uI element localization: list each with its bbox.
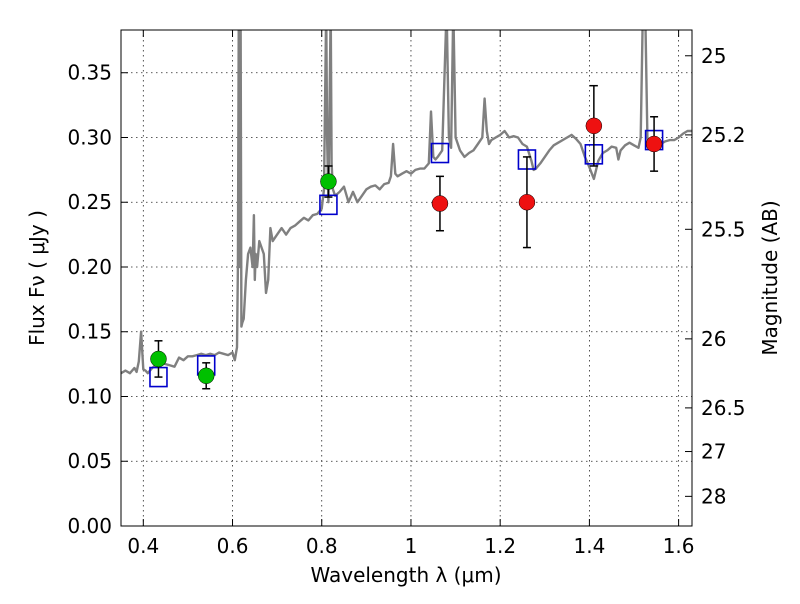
grid-layer	[121, 30, 692, 527]
x-tick-label: 0.6	[217, 534, 249, 558]
observed-point	[431, 195, 449, 212]
spectrum-line	[121, 30, 692, 375]
y-tick-label: 0.25	[67, 190, 112, 214]
y-axis-label: Flux Fν ( μJy )	[25, 210, 49, 346]
y-tick-label: 0.20	[67, 255, 112, 279]
y2-tick-label: 25.2	[701, 123, 746, 147]
plot-frame	[120, 29, 693, 527]
observed-point	[320, 173, 337, 190]
x-tick-label: 1.6	[663, 534, 695, 558]
x-axis-label: Wavelength λ (μm)	[310, 563, 501, 587]
plot-area	[121, 30, 692, 390]
y2-tick-label: 25.5	[701, 217, 746, 241]
model-photometry-square	[430, 142, 450, 164]
y-tick-label: 0.05	[67, 449, 112, 473]
y2-axis-label: Magnitude (AB)	[758, 200, 782, 355]
y-tick-label: 0.35	[67, 61, 112, 85]
observed-point	[150, 350, 167, 368]
y2-tick-label: 28	[701, 484, 726, 508]
x-tick-label: 1	[405, 534, 418, 558]
y-tick-label: 0.30	[67, 125, 112, 149]
x-tick-label: 1.2	[484, 534, 516, 558]
y2-tick-label: 26	[701, 327, 726, 351]
x-tick-label: 0.8	[306, 534, 338, 558]
observed-point	[518, 193, 536, 211]
y-tick-label: 0.00	[67, 514, 112, 538]
y2-tick-label: 25	[701, 44, 726, 68]
observed-point	[585, 117, 603, 135]
y2-tick-label: 26.5	[701, 396, 746, 420]
x-tick-label: 0.4	[127, 534, 159, 558]
x-tick-label: 1.4	[573, 534, 605, 558]
y-tick-label: 0.10	[67, 384, 112, 408]
observed-point	[645, 135, 663, 153]
observed-point	[197, 367, 215, 385]
series-layer	[121, 30, 692, 390]
tick-layer: 0.4 0.6 0.8 1 1.2 1.4 1.6 0.00 0.05 0.10 0.15 0.20 0…	[67, 30, 746, 558]
y-tick-label: 0.15	[67, 320, 112, 344]
y2-tick-label: 27	[701, 440, 726, 464]
